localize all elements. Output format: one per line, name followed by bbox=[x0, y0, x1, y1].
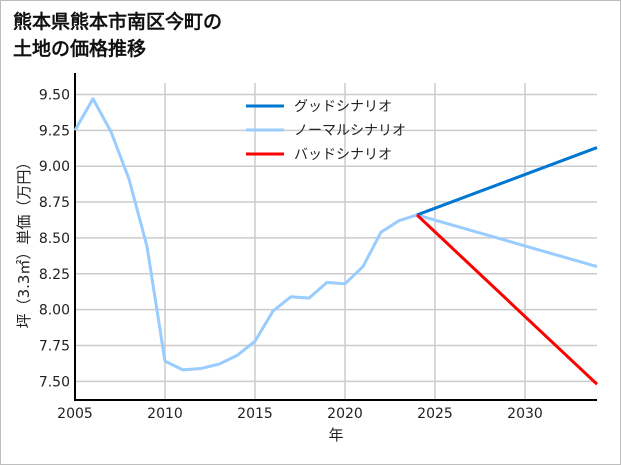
series-line-2 bbox=[415, 213, 599, 386]
x-axis-label: 年 bbox=[328, 426, 343, 444]
x-tick-label: 2020 bbox=[327, 406, 363, 422]
legend-label: ノーマルシナリオ bbox=[294, 123, 406, 139]
y-tick-label: 9.25 bbox=[39, 123, 70, 139]
x-tick-label: 2025 bbox=[417, 406, 453, 422]
y-axis-label: 坪（3.3㎡）単価（万円） bbox=[15, 155, 33, 329]
y-tick-label: 8.75 bbox=[39, 195, 70, 211]
y-tick-label: 7.50 bbox=[39, 374, 70, 390]
series-line-1 bbox=[73, 97, 598, 372]
y-tick-label: 8.50 bbox=[39, 231, 70, 247]
chart-title: 熊本県熊本市南区今町の 土地の価格推移 bbox=[13, 11, 223, 60]
y-tick-label: 8.00 bbox=[39, 303, 70, 319]
x-tick-label: 2030 bbox=[507, 406, 543, 422]
y-tick-label: 9.50 bbox=[39, 87, 70, 103]
legend-label: グッドシナリオ bbox=[294, 99, 392, 115]
legend-label: バッドシナリオ bbox=[294, 147, 392, 163]
series-line-0 bbox=[416, 146, 598, 217]
y-tick-label: 7.75 bbox=[39, 338, 70, 354]
x-tick-label: 2005 bbox=[57, 406, 93, 422]
y-tick-label: 9.00 bbox=[39, 159, 70, 175]
x-tick-label: 2015 bbox=[237, 406, 273, 422]
x-tick-label: 2010 bbox=[147, 406, 183, 422]
y-tick-label: 8.25 bbox=[39, 267, 70, 283]
